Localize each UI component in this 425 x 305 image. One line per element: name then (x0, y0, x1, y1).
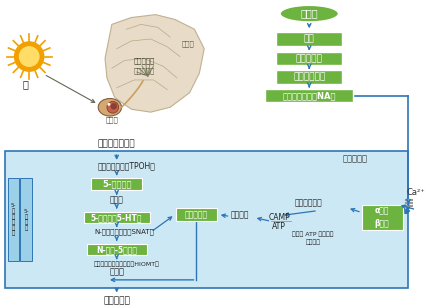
FancyBboxPatch shape (276, 52, 342, 65)
Text: 视网膜: 视网膜 (105, 117, 118, 123)
Text: 交感神经末梢: 交感神经末梢 (293, 73, 326, 81)
Circle shape (20, 47, 39, 66)
Text: 蛋白质合成: 蛋白质合成 (185, 210, 208, 219)
Text: 松果体: 松果体 (181, 41, 194, 47)
Text: 脱羧酶: 脱羧酶 (110, 196, 124, 204)
Text: Ca²⁺: Ca²⁺ (407, 188, 425, 197)
FancyBboxPatch shape (87, 244, 147, 256)
Ellipse shape (98, 99, 122, 116)
Text: 褪黑素: 褪黑素 (109, 267, 124, 277)
FancyBboxPatch shape (362, 205, 402, 230)
Text: 5-
羟
引
哚
醋
酸: 5- 羟 引 哚 醋 酸 (11, 203, 17, 236)
Ellipse shape (111, 103, 117, 109)
Text: 5-羟色氨（5-HT）: 5-羟色氨（5-HT） (91, 213, 142, 222)
FancyBboxPatch shape (91, 178, 142, 190)
Ellipse shape (280, 5, 338, 22)
Text: 腺苷酸环化酶: 腺苷酸环化酶 (295, 198, 322, 207)
Polygon shape (105, 15, 204, 112)
Ellipse shape (107, 102, 119, 113)
Text: N-乙酰-5羟色胺: N-乙酰-5羟色胺 (96, 245, 137, 254)
FancyBboxPatch shape (20, 178, 32, 261)
Text: ATP: ATP (272, 222, 286, 231)
Ellipse shape (108, 103, 111, 106)
Text: β受体: β受体 (375, 219, 390, 228)
FancyBboxPatch shape (176, 208, 217, 221)
Circle shape (14, 42, 44, 71)
FancyBboxPatch shape (8, 178, 20, 261)
Text: 焦磷酸）: 焦磷酸） (306, 239, 320, 245)
Text: 血液中的色氨酸: 血液中的色氨酸 (98, 139, 136, 148)
Text: 视交叉上核: 视交叉上核 (133, 67, 155, 74)
Text: 羟吲哚氧位甲基转换酶（HIOMT）: 羟吲哚氧位甲基转换酶（HIOMT） (94, 261, 159, 267)
Text: α受体: α受体 (375, 206, 389, 216)
Text: 视交叉上核: 视交叉上核 (133, 57, 155, 64)
Text: 色氨酸羟化酶（TPOH）: 色氨酸羟化酶（TPOH） (97, 161, 156, 170)
Text: 脊髓: 脊髓 (304, 34, 314, 44)
Text: 5-
羟
色
醇: 5- 羟 色 醇 (23, 209, 29, 231)
FancyBboxPatch shape (276, 70, 342, 84)
Text: N-乙酰基转换酶（SNAT）: N-乙酰基转换酶（SNAT） (94, 229, 154, 235)
FancyBboxPatch shape (276, 32, 342, 46)
Text: （催化 ATP 脱去一个: （催化 ATP 脱去一个 (292, 231, 334, 237)
FancyBboxPatch shape (5, 151, 408, 288)
Text: 去甲肾上腺素（NA）: 去甲肾上腺素（NA） (283, 91, 336, 100)
Text: CAMP: CAMP (268, 213, 290, 222)
Text: 第二信使: 第二信使 (231, 210, 249, 219)
Text: 5-羟色氨酸: 5-羟色氨酸 (102, 180, 131, 189)
Text: 颈上神经节: 颈上神经节 (296, 54, 323, 63)
Text: 松果腺细胞: 松果腺细胞 (343, 154, 368, 163)
FancyBboxPatch shape (84, 212, 150, 223)
FancyBboxPatch shape (266, 89, 353, 102)
Text: 视交叉上核: 视交叉上核 (103, 297, 130, 305)
Text: 光: 光 (23, 79, 28, 89)
Text: 视上核: 视上核 (300, 9, 318, 19)
